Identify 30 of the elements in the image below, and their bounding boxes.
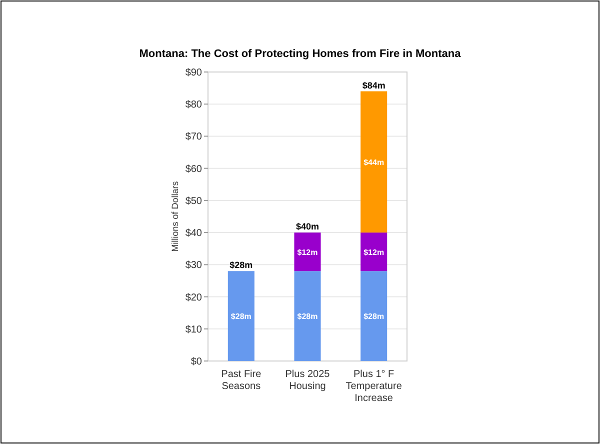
y-tick-label: $10 (185, 324, 202, 336)
bar (360, 91, 388, 233)
total-label: $84m (362, 80, 386, 90)
y-tick-label: $90 (185, 68, 202, 78)
bar (294, 232, 321, 272)
bar (360, 232, 388, 272)
data-label: $12m (364, 248, 384, 257)
y-tick-label: $30 (185, 260, 202, 272)
y-tick-label: $0 (190, 356, 202, 368)
y-tick-label: $50 (185, 196, 202, 207)
y-tick-label: $70 (185, 132, 202, 143)
data-label: $28m (230, 312, 252, 322)
data-label: $12m (297, 248, 318, 257)
bar (228, 271, 254, 361)
y-tick-label: $40 (185, 228, 202, 240)
y-tick-label: $80 (185, 100, 202, 111)
total-label: $40m (296, 222, 320, 232)
x-tick-label: Plus 2025 Housing (285, 369, 330, 392)
y-axis-title: Millions of Dollars (170, 180, 180, 252)
x-tick-label: Past Fire Seasons (221, 369, 262, 392)
data-label: $28m (297, 312, 318, 322)
data-label: $44m (364, 158, 384, 167)
y-tick-label: $20 (185, 292, 202, 304)
bar (294, 271, 321, 361)
bar (360, 271, 388, 361)
x-tick-label: Plus 1° F Temperature Increase (346, 369, 402, 404)
total-label: $28m (230, 260, 253, 270)
data-label: $28m (364, 312, 384, 322)
chart-title: Montana: The Cost of Protecting Homes from Fire in Montana (139, 48, 462, 60)
y-tick-label: $60 (185, 164, 202, 175)
